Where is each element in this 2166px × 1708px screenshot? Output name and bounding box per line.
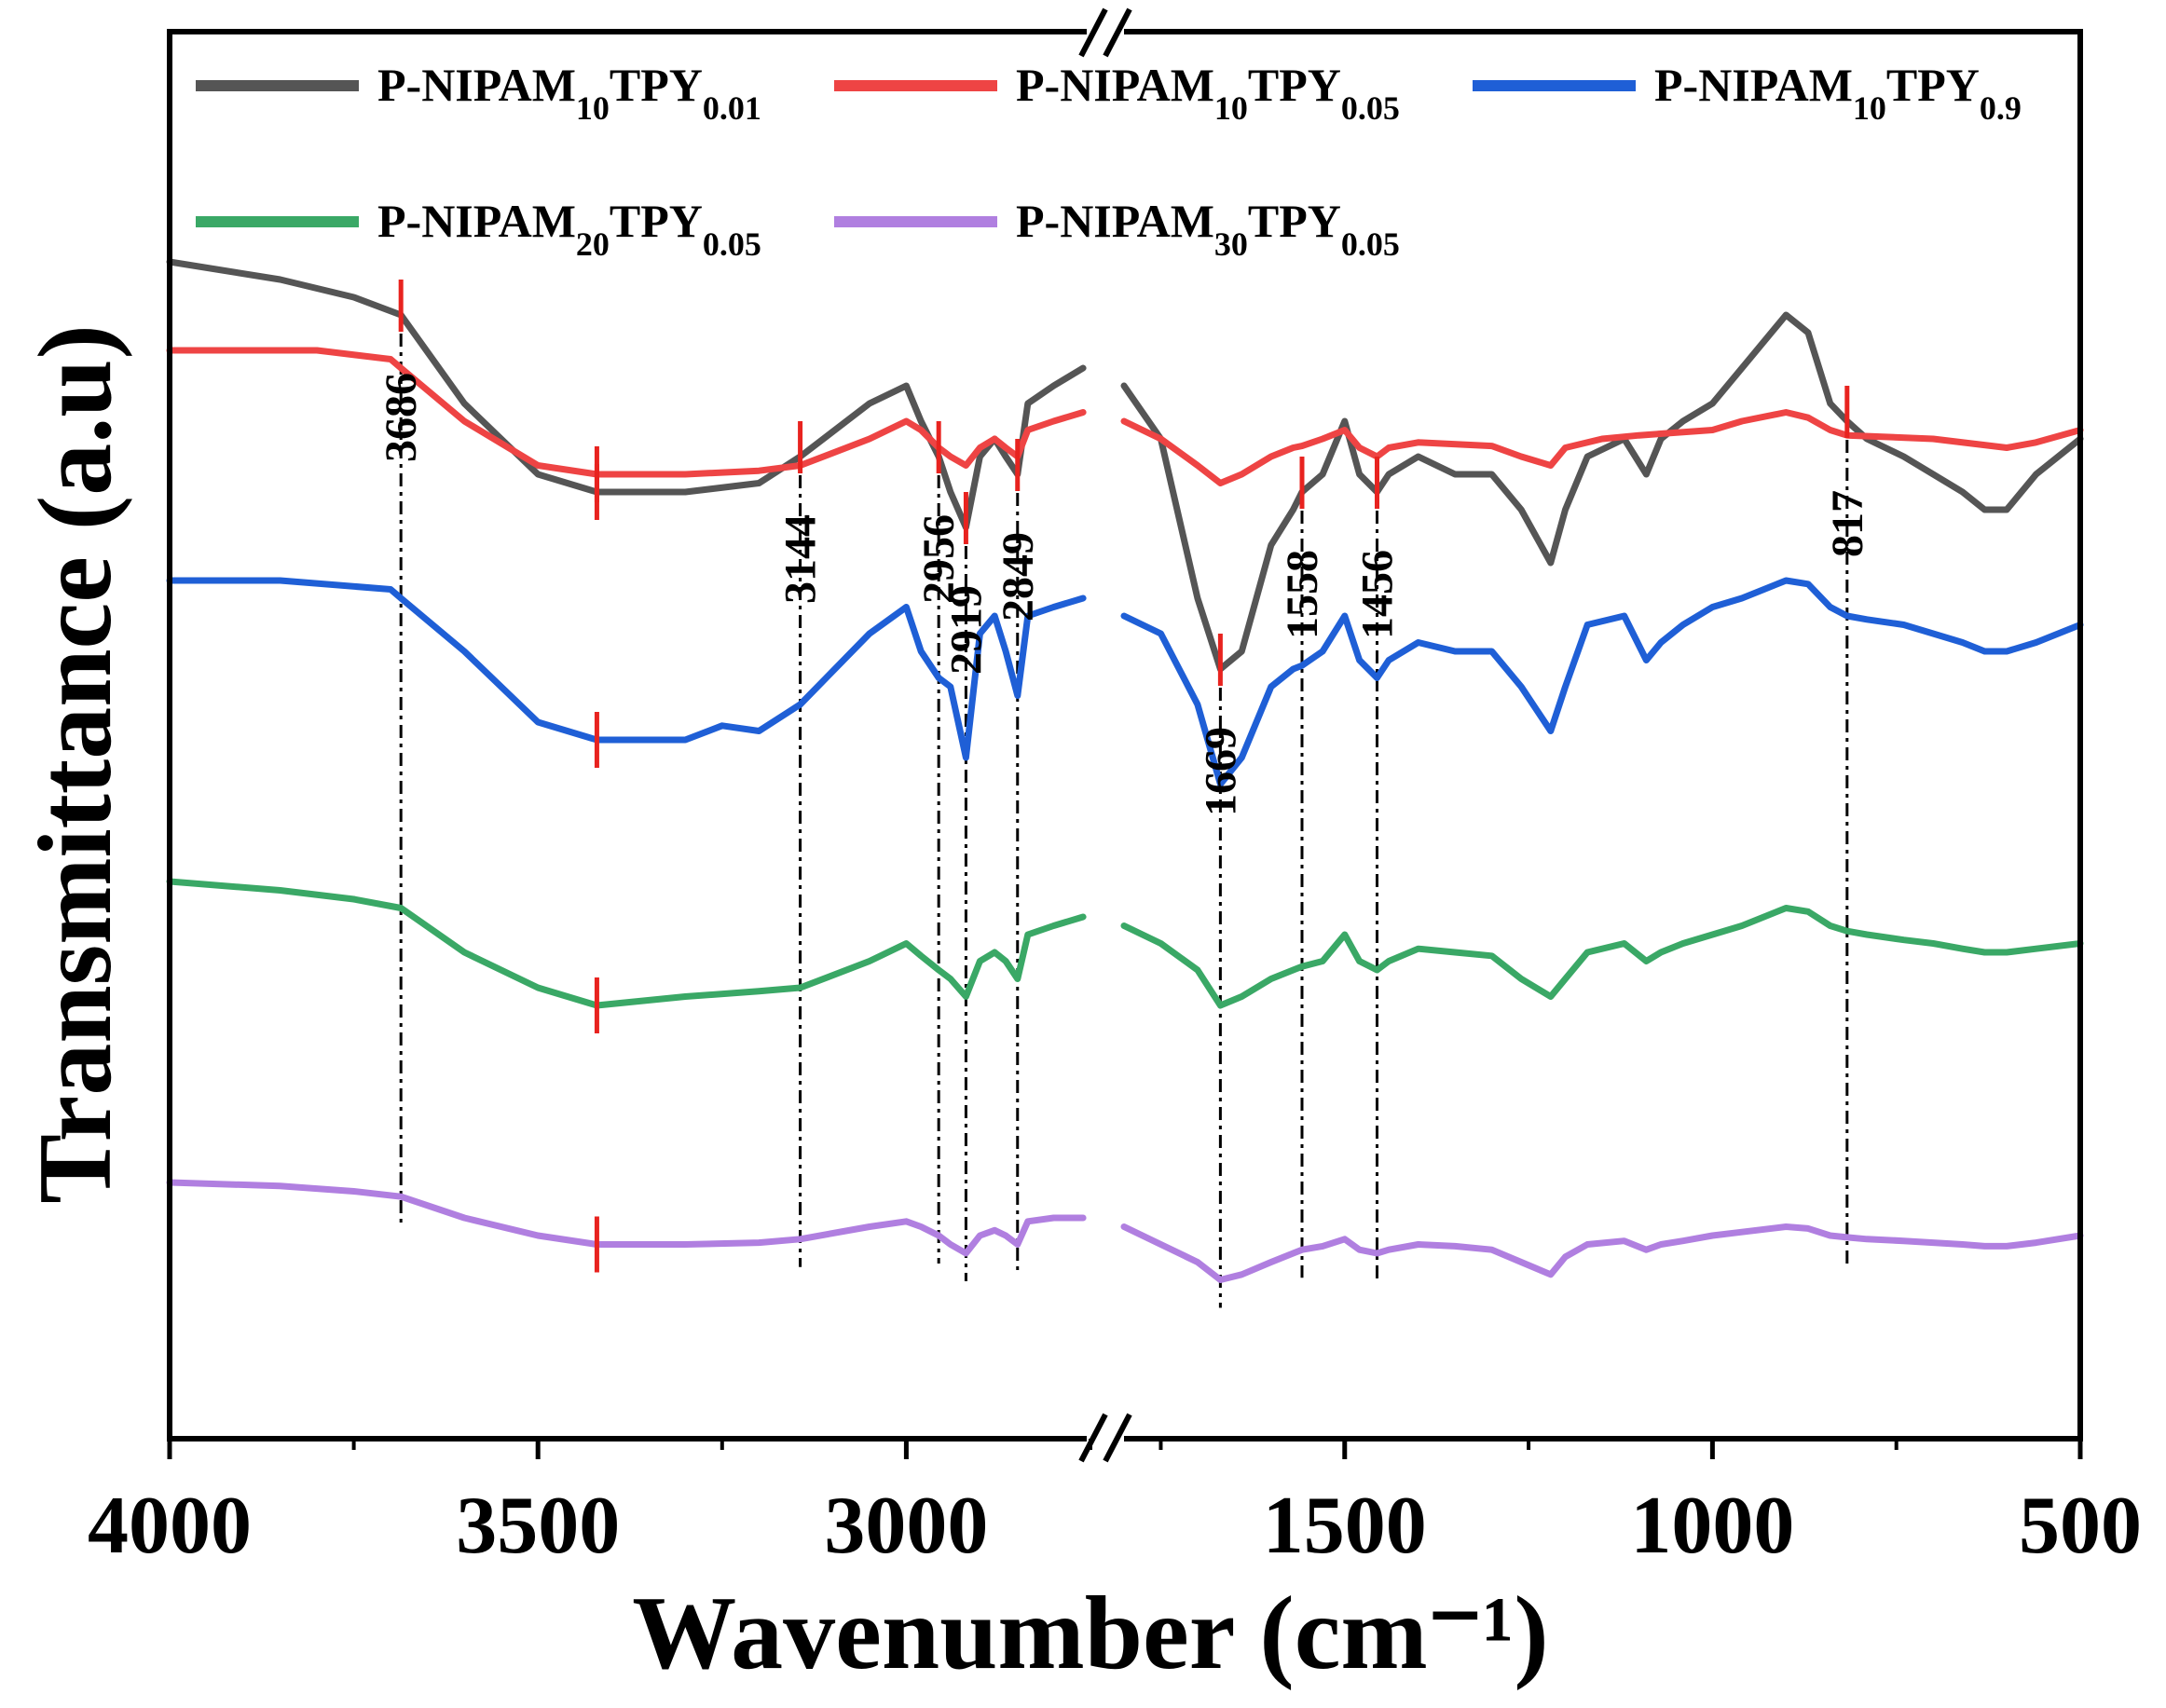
peak-label-1558: 1558 [1278,550,1327,639]
peak-label-1456: 1456 [1352,550,1402,639]
series-line-5-left [166,1179,1087,1257]
series-line-5-right [1120,1223,2084,1283]
y-axis-title: Transmittance (a.u) [18,324,133,1204]
legend-label: P-NIPAM10TPY0.01 [377,59,761,127]
axis-break-top [1078,7,1132,58]
legend-item-5: P-NIPAM30TPY0.05 [834,195,1400,263]
peak-label-1669: 1669 [1196,727,1245,816]
peak-label-3144: 3144 [776,514,826,604]
spectra-series [166,258,2084,1283]
series-line-2-left [166,347,1087,478]
tick-label-500: 500 [2019,1481,2142,1571]
peak-label-2919: 2919 [941,585,991,675]
legend-label: P-NIPAM20TPY0.05 [377,195,761,263]
peak-label-2849: 2849 [994,532,1043,622]
series-line-4-left [166,878,1087,1009]
peak-label-3686: 3686 [377,373,426,462]
axis-break-bottom [1078,1413,1132,1463]
legend-item-4: P-NIPAM20TPY0.05 [196,195,761,263]
legend-label: P-NIPAM10TPY0.05 [1016,59,1400,127]
peak-label-817: 817 [1823,490,1872,557]
tick-label-1000: 1000 [1630,1481,1794,1571]
tick-label-1500: 1500 [1263,1481,1427,1571]
series-line-1-right [1120,311,2084,673]
legend-item-3: P-NIPAM10TPY0.9 [1473,59,2022,127]
series-line-3-right [1120,577,2084,787]
series-line-4-right [1120,905,2084,1009]
x-axis-title: Wavenumber (cm⁻¹) [632,1576,1548,1691]
series-line-3-left [166,577,1087,761]
x-axis-ticks [167,1439,2083,1459]
peak-label-2956: 2956 [914,514,964,604]
peak-reference-lines [399,306,1849,1308]
legend-label: P-NIPAM30TPY0.05 [1016,195,1400,263]
tick-label-4000: 4000 [88,1481,252,1571]
tick-label-3000: 3000 [824,1481,988,1571]
x-axis-tick-labels: 4000 3500 3000 1500 1000 500 [88,1481,2142,1571]
legend-item-1: P-NIPAM10TPY0.01 [196,59,761,127]
series-line-2-right [1120,409,2084,486]
legend-label: P-NIPAM10TPY0.9 [1654,59,2022,127]
plot-frame [167,29,2083,1442]
tick-label-3500: 3500 [456,1481,620,1571]
series-line-1-left [166,258,1087,531]
legend-item-2: P-NIPAM10TPY0.05 [834,59,1400,127]
peak-markers [398,280,1850,1273]
legend: P-NIPAM10TPY0.01 P-NIPAM10TPY0.05 P-NIPAM1… [196,59,2022,263]
